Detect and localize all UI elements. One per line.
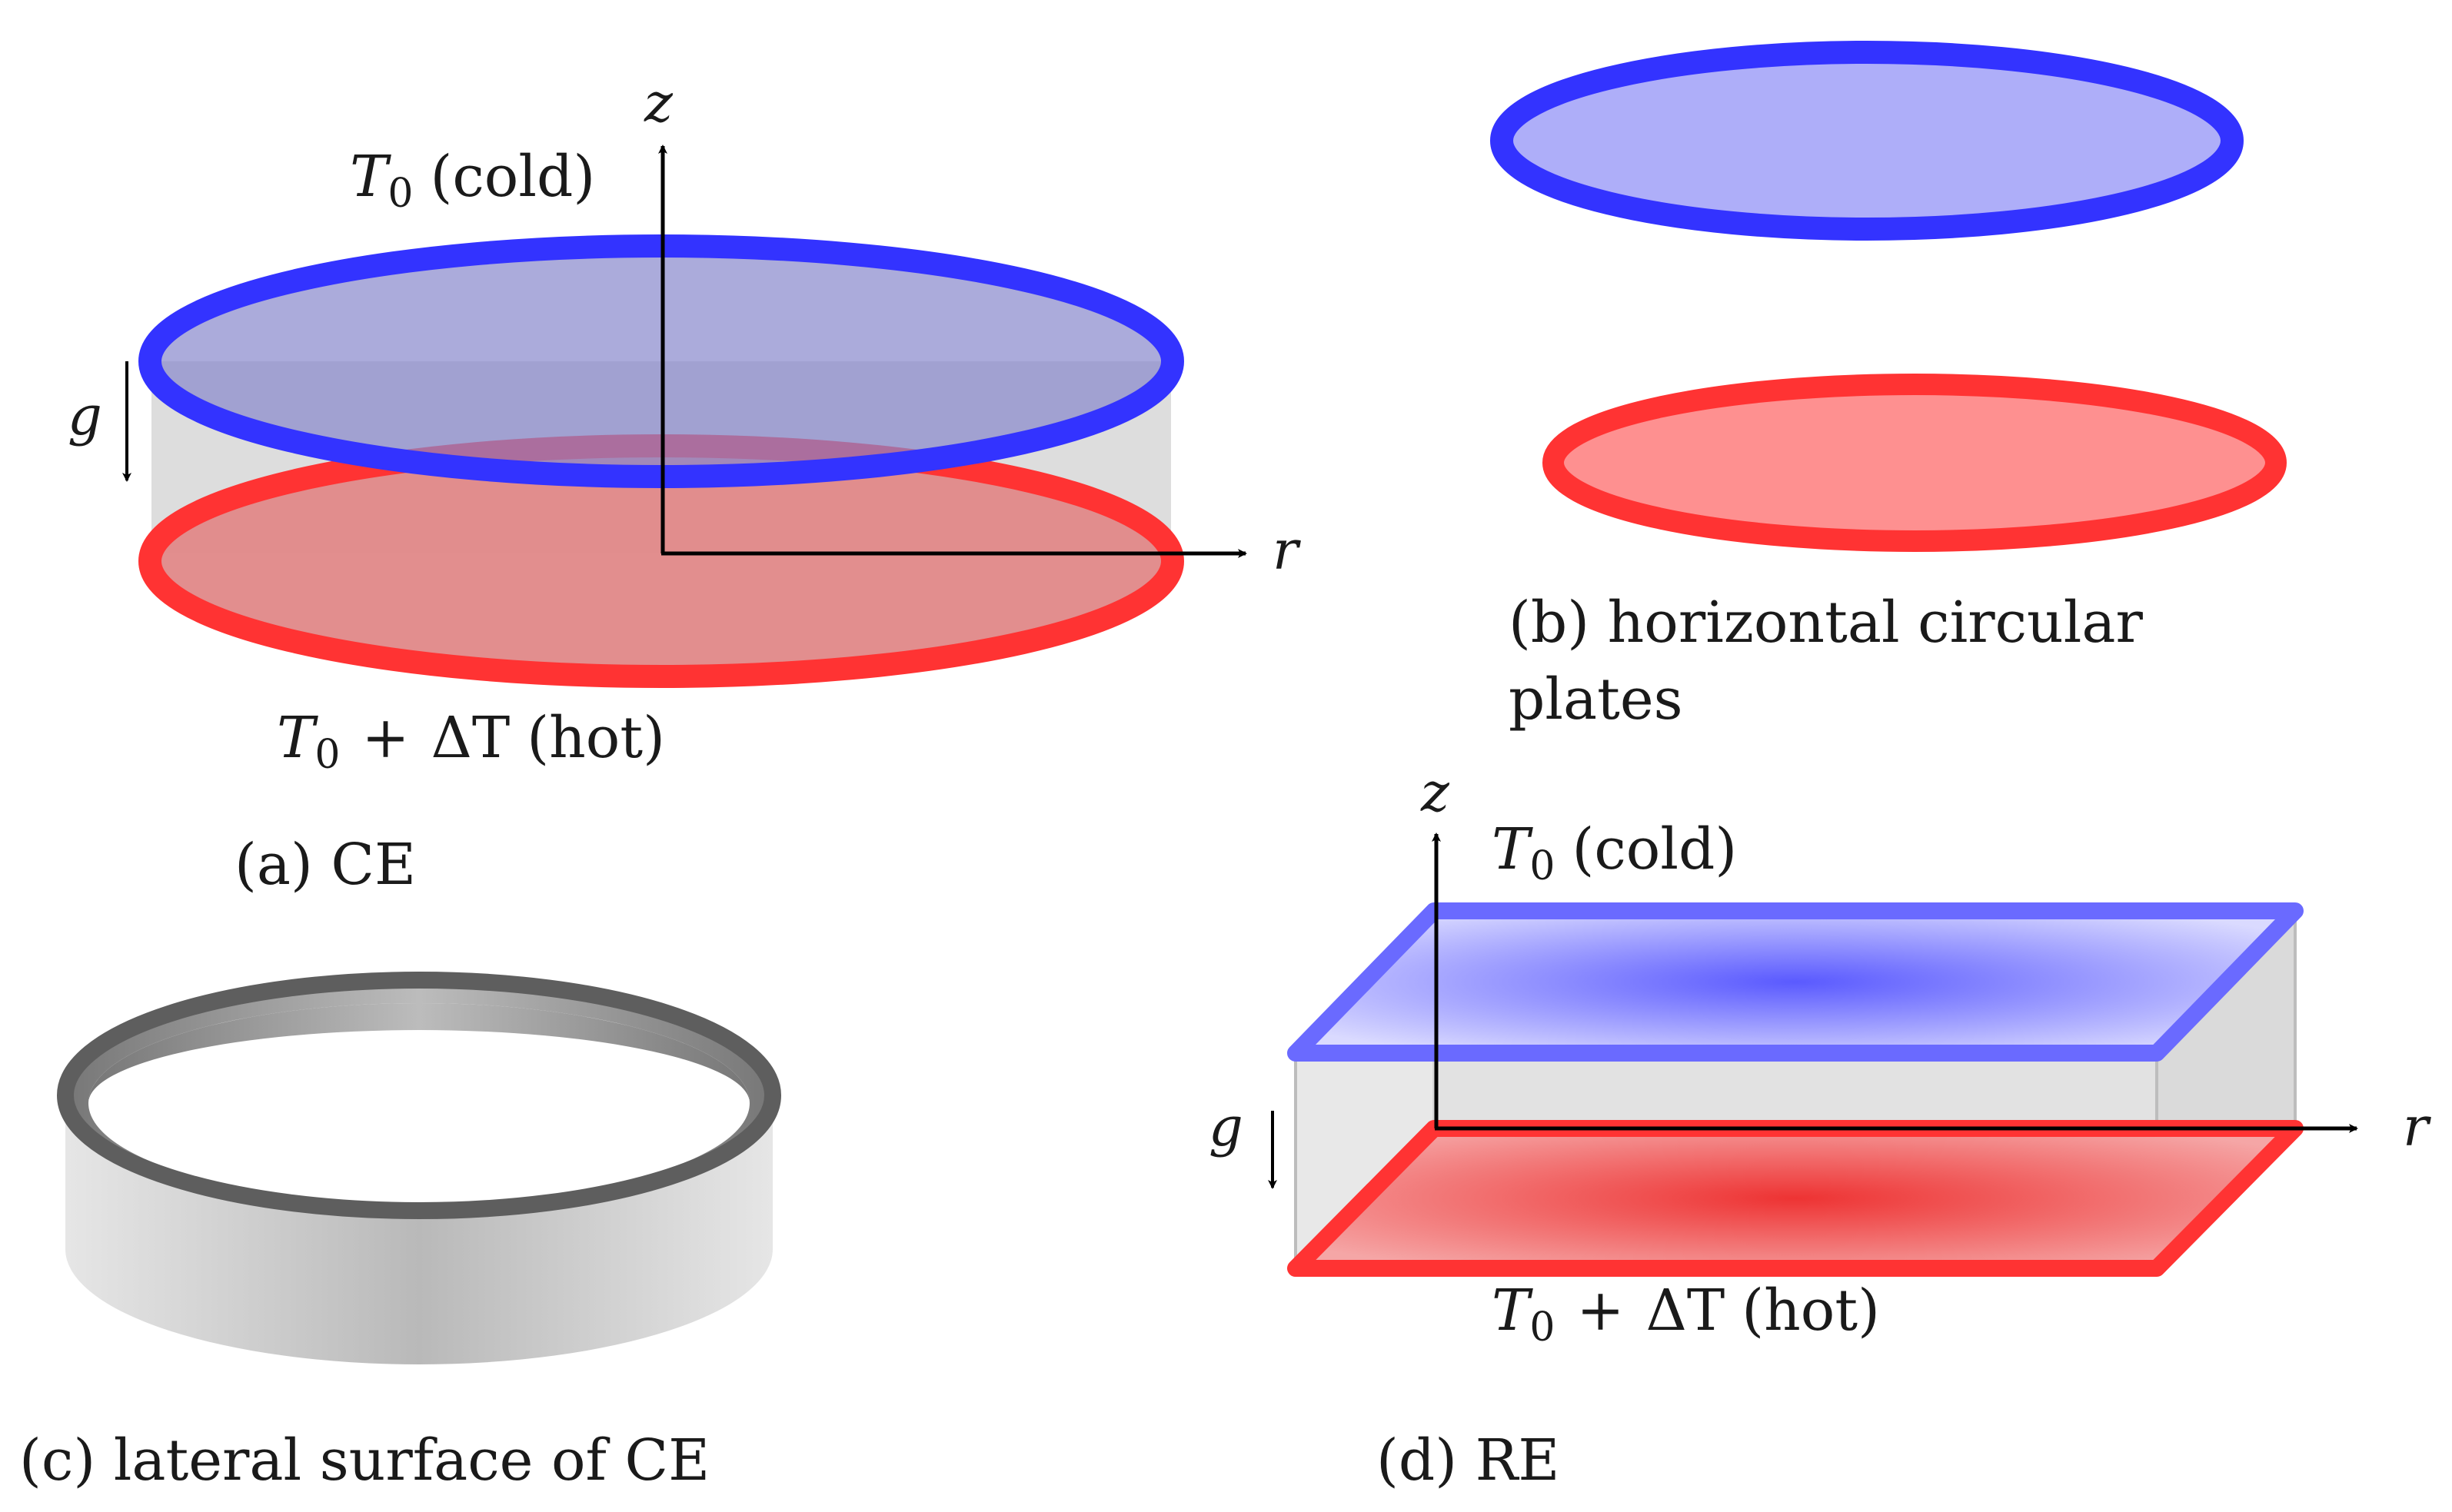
r-axis-label: r [1273, 519, 1301, 582]
cold-rect-plate [1287, 902, 2304, 1062]
panel-c-ring: (c) lateral surface of CE [19, 972, 781, 1494]
r-axis-label: r [2403, 1095, 2431, 1158]
caption-a: (a) CE [235, 832, 416, 898]
z-axis-label: z [1420, 761, 1450, 824]
cold-disk [1490, 41, 2244, 241]
gravity-label: g [1209, 1095, 1243, 1158]
hot-disk [1542, 374, 2287, 552]
hot-label: T0 + ΔT (hot) [277, 705, 665, 778]
hot-rect-plate [1287, 1120, 2304, 1277]
ring-hole [88, 1003, 750, 1203]
ring-side [65, 1095, 773, 1364]
cold-label: T0 (cold) [1492, 816, 1737, 889]
cold-label: T0 (cold) [350, 144, 595, 217]
caption-b-line1: (b) horizontal circular [1509, 590, 2144, 656]
panel-b-plates: (b) horizontal circular plates [1490, 41, 2287, 733]
panel-d-box: z r g T0 (cold) T0 + ΔT (hot) (d) RE [1209, 761, 2431, 1494]
z-axis-label: z [644, 71, 674, 135]
caption-c: (c) lateral surface of CE [19, 1427, 710, 1494]
hot-label: T0 + ΔT (hot) [1492, 1278, 1880, 1351]
ring-inner-wall [88, 1003, 750, 1103]
caption-d: (d) RE [1376, 1427, 1559, 1494]
caption-b-line2: plates [1509, 666, 1683, 733]
panel-a-cylinder: z r g T0 (cold) T0 + ΔT (hot) (a) CE [68, 71, 1301, 898]
gravity-label: g [68, 384, 102, 447]
ring-rim [57, 972, 781, 1219]
